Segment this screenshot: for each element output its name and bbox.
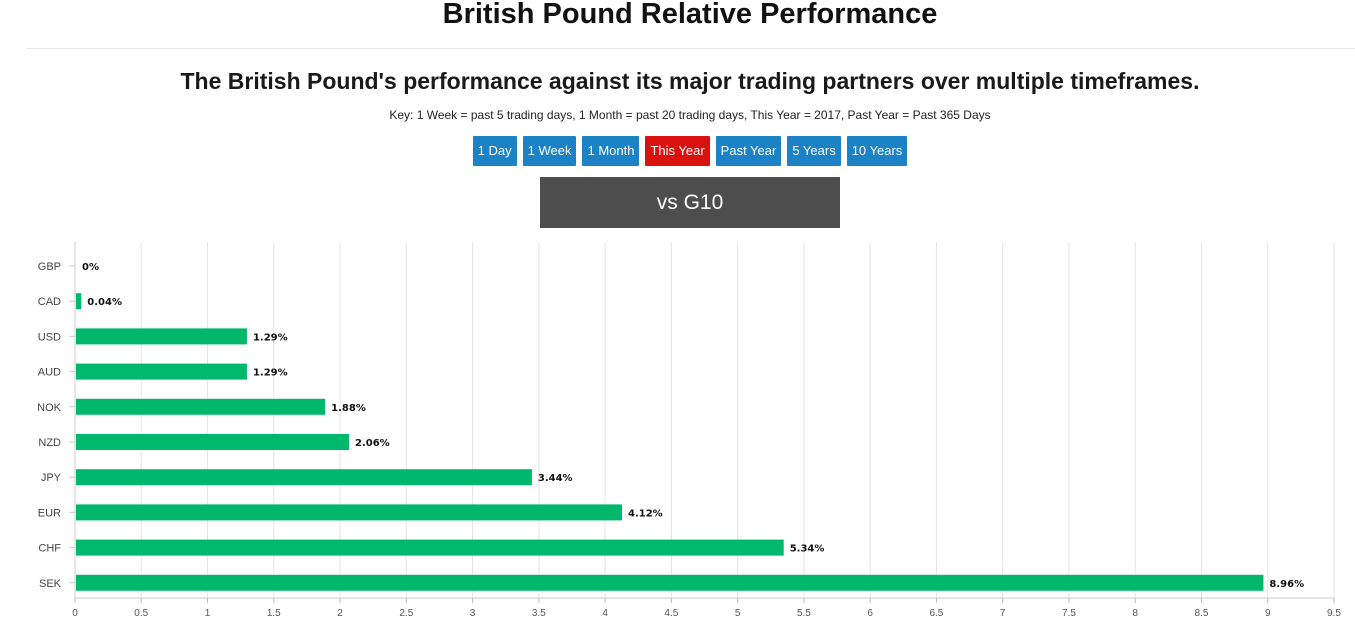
bar-aud: [76, 363, 247, 380]
category-label-nzd: NZD: [38, 437, 61, 449]
bar-cad: [76, 293, 82, 310]
bar-jpy: [76, 469, 532, 486]
x-tick-label: 8.5: [1195, 608, 1209, 619]
timeframe-button-past-year[interactable]: Past Year: [715, 136, 782, 166]
bar-eur: [76, 504, 623, 521]
x-tick-label: 9: [1265, 608, 1271, 619]
page-title: British Pound Relative Performance: [442, 0, 938, 30]
data-label-nzd: 2.06%: [355, 438, 390, 449]
x-tick-label: 0.5: [134, 608, 148, 619]
x-tick-label: 0: [72, 608, 78, 619]
category-label-gbp: GBP: [38, 261, 61, 273]
category-label-usd: USD: [38, 331, 61, 343]
x-tick-label: 2.5: [399, 608, 413, 619]
x-tick-label: 4.5: [664, 608, 678, 619]
x-tick-label: 6: [867, 608, 873, 619]
bar-chf: [76, 539, 784, 556]
x-tick-label: 8: [1132, 608, 1138, 619]
timeframe-button-this-year[interactable]: This Year: [645, 136, 710, 166]
category-label-aud: AUD: [38, 367, 61, 379]
category-label-eur: EUR: [38, 507, 61, 519]
bar-sek: [76, 574, 1264, 591]
timeframe-button-10-years[interactable]: 10 Years: [846, 136, 908, 166]
bar-nzd: [76, 434, 350, 450]
x-tick-label: 3.5: [532, 608, 546, 619]
x-tick-label: 2: [337, 608, 343, 619]
x-tick-label: 1: [205, 608, 211, 619]
data-label-cad: 0.04%: [87, 297, 122, 308]
data-label-eur: 4.12%: [628, 508, 663, 519]
x-tick-label: 7.5: [1062, 608, 1076, 619]
compare-group-button[interactable]: vs G10: [540, 177, 840, 228]
data-label-chf: 5.34%: [790, 544, 825, 555]
x-tick-label: 3: [470, 608, 476, 619]
x-tick-label: 6.5: [929, 608, 943, 619]
data-label-usd: 1.29%: [253, 332, 288, 343]
x-tick-label: 9.5: [1327, 608, 1341, 619]
header-divider: [26, 48, 1355, 49]
timeframe-key-text: Key: 1 Week = past 5 trading days, 1 Mon…: [389, 108, 991, 122]
data-label-jpy: 3.44%: [538, 473, 573, 484]
bar-usd: [76, 328, 247, 345]
timeframe-button-5-years[interactable]: 5 Years: [787, 136, 841, 166]
x-tick-label: 5: [735, 608, 741, 619]
timeframe-button-group: 1 Day 1 Week 1 Month This Year Past Year…: [0, 136, 1355, 166]
category-label-jpy: JPY: [41, 472, 62, 484]
x-tick-label: 4: [602, 608, 608, 619]
x-tick-label: 7: [1000, 608, 1006, 619]
timeframe-button-1-day[interactable]: 1 Day: [472, 136, 517, 166]
category-label-chf: CHF: [38, 543, 61, 555]
data-label-gbp: 0%: [82, 262, 99, 273]
x-tick-label: 5.5: [797, 608, 811, 619]
performance-bar-chart: 0 0.5 1 1.5 2 2.5 3 3.5 4 4.5 5 5.5 6 6.5 7 7.5 8 8.5 9 9.5…: [37, 242, 1341, 619]
timeframe-button-1-week[interactable]: 1 Week: [522, 136, 577, 166]
data-label-nok: 1.88%: [331, 403, 366, 414]
data-label-sek: 8.96%: [1269, 579, 1304, 590]
x-tick-label: 1.5: [267, 608, 281, 619]
category-label-sek: SEK: [39, 578, 62, 590]
timeframe-button-1-month[interactable]: 1 Month: [582, 136, 640, 166]
category-label-nok: NOK: [37, 402, 62, 414]
page-subtitle: The British Pound's performance against …: [180, 68, 1200, 94]
bar-nok: [76, 398, 326, 415]
data-label-aud: 1.29%: [253, 368, 288, 379]
category-label-cad: CAD: [38, 296, 61, 308]
